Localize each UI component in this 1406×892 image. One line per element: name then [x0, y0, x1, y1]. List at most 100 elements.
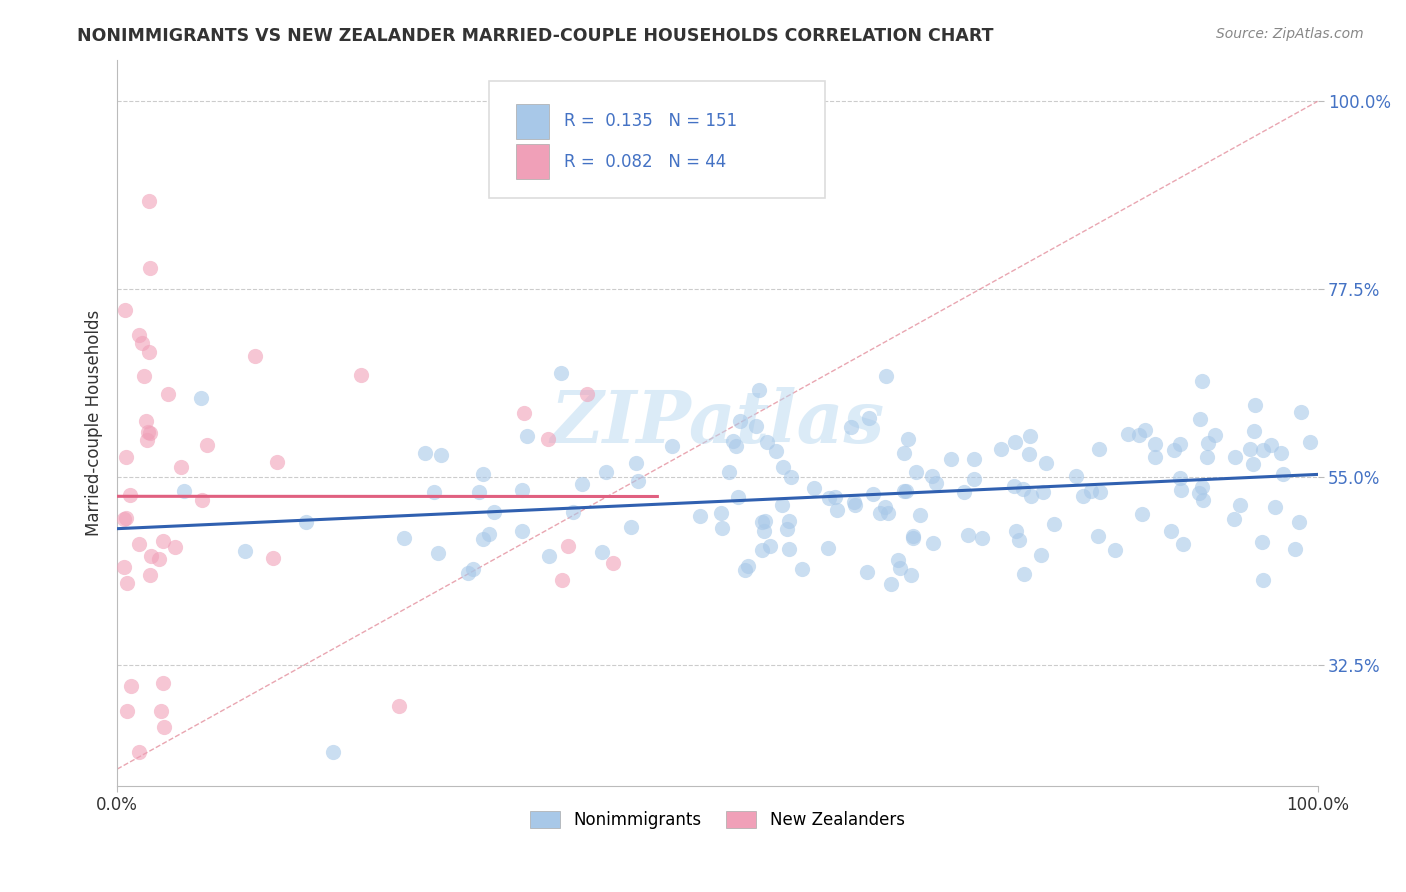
Point — [1168, 436, 1191, 450]
Point — [956, 527, 979, 541]
Point — [463, 562, 485, 576]
Point — [1018, 429, 1040, 443]
Point — [1143, 450, 1166, 464]
Point — [1088, 442, 1111, 457]
Point — [710, 521, 733, 535]
Point — [148, 552, 170, 566]
Point — [128, 745, 150, 759]
Point — [551, 573, 574, 587]
Point — [1204, 428, 1226, 442]
Point — [790, 562, 813, 576]
Point — [1012, 566, 1035, 581]
Point — [755, 435, 778, 450]
Point — [1191, 374, 1213, 388]
Point — [869, 506, 891, 520]
Point — [1171, 536, 1194, 550]
Point — [1144, 437, 1167, 451]
Point — [661, 439, 683, 453]
Point — [887, 553, 910, 567]
Point — [754, 514, 776, 528]
Point — [718, 465, 741, 479]
Point — [939, 452, 962, 467]
Point — [1004, 434, 1026, 449]
Point — [1251, 442, 1274, 457]
Point — [157, 387, 180, 401]
Point — [1087, 528, 1109, 542]
Point — [512, 483, 534, 497]
Point — [1002, 479, 1025, 493]
Point — [1229, 498, 1251, 512]
Point — [710, 507, 733, 521]
Point — [139, 261, 162, 276]
Legend: Nonimmigrants, New Zealanders: Nonimmigrants, New Zealanders — [523, 804, 911, 836]
Point — [388, 698, 411, 713]
Point — [1188, 412, 1211, 426]
Point — [751, 515, 773, 529]
Point — [135, 414, 157, 428]
Point — [136, 425, 159, 439]
Point — [725, 439, 748, 453]
Point — [893, 446, 915, 460]
Point — [751, 543, 773, 558]
Point — [1004, 524, 1026, 538]
Point — [516, 429, 538, 443]
Point — [1288, 515, 1310, 529]
FancyBboxPatch shape — [489, 81, 825, 197]
Point — [467, 485, 489, 500]
Point — [952, 484, 974, 499]
Point — [1243, 424, 1265, 438]
Point — [136, 434, 159, 448]
Point — [858, 411, 880, 425]
Point — [120, 679, 142, 693]
Point — [1272, 467, 1295, 481]
Point — [392, 531, 415, 545]
Point — [134, 369, 156, 384]
Point — [1223, 512, 1246, 526]
Point — [139, 568, 162, 582]
Point — [561, 505, 583, 519]
Point — [1244, 397, 1267, 411]
Point — [963, 451, 986, 466]
Point — [689, 508, 711, 523]
Point — [152, 533, 174, 548]
Point — [1191, 480, 1213, 494]
Point — [482, 505, 505, 519]
Point — [824, 490, 846, 504]
Point — [893, 483, 915, 498]
Point — [921, 468, 943, 483]
Point — [1019, 489, 1042, 503]
Point — [170, 460, 193, 475]
Point — [350, 368, 373, 382]
Point — [1284, 541, 1306, 556]
Point — [1241, 457, 1264, 471]
Point — [844, 495, 866, 509]
Point — [901, 531, 924, 545]
Point — [245, 349, 267, 363]
Point — [1008, 533, 1031, 548]
Point — [875, 369, 897, 384]
Point — [1264, 500, 1286, 515]
Point — [1289, 405, 1312, 419]
Point — [595, 465, 617, 479]
FancyBboxPatch shape — [516, 103, 550, 138]
Point — [139, 426, 162, 441]
Point — [734, 563, 756, 577]
Point — [970, 532, 993, 546]
Point — [190, 391, 212, 405]
Point — [139, 549, 162, 563]
Point — [115, 450, 138, 465]
Point — [765, 444, 787, 458]
Point — [550, 366, 572, 380]
Point — [128, 328, 150, 343]
Point — [1195, 450, 1218, 464]
Point — [839, 420, 862, 434]
Point — [748, 383, 770, 397]
Point — [744, 418, 766, 433]
Point — [620, 520, 643, 534]
Point — [1032, 485, 1054, 500]
Point — [262, 551, 284, 566]
Point — [413, 446, 436, 460]
Point — [921, 536, 943, 550]
Point — [295, 516, 318, 530]
Point — [510, 524, 533, 539]
